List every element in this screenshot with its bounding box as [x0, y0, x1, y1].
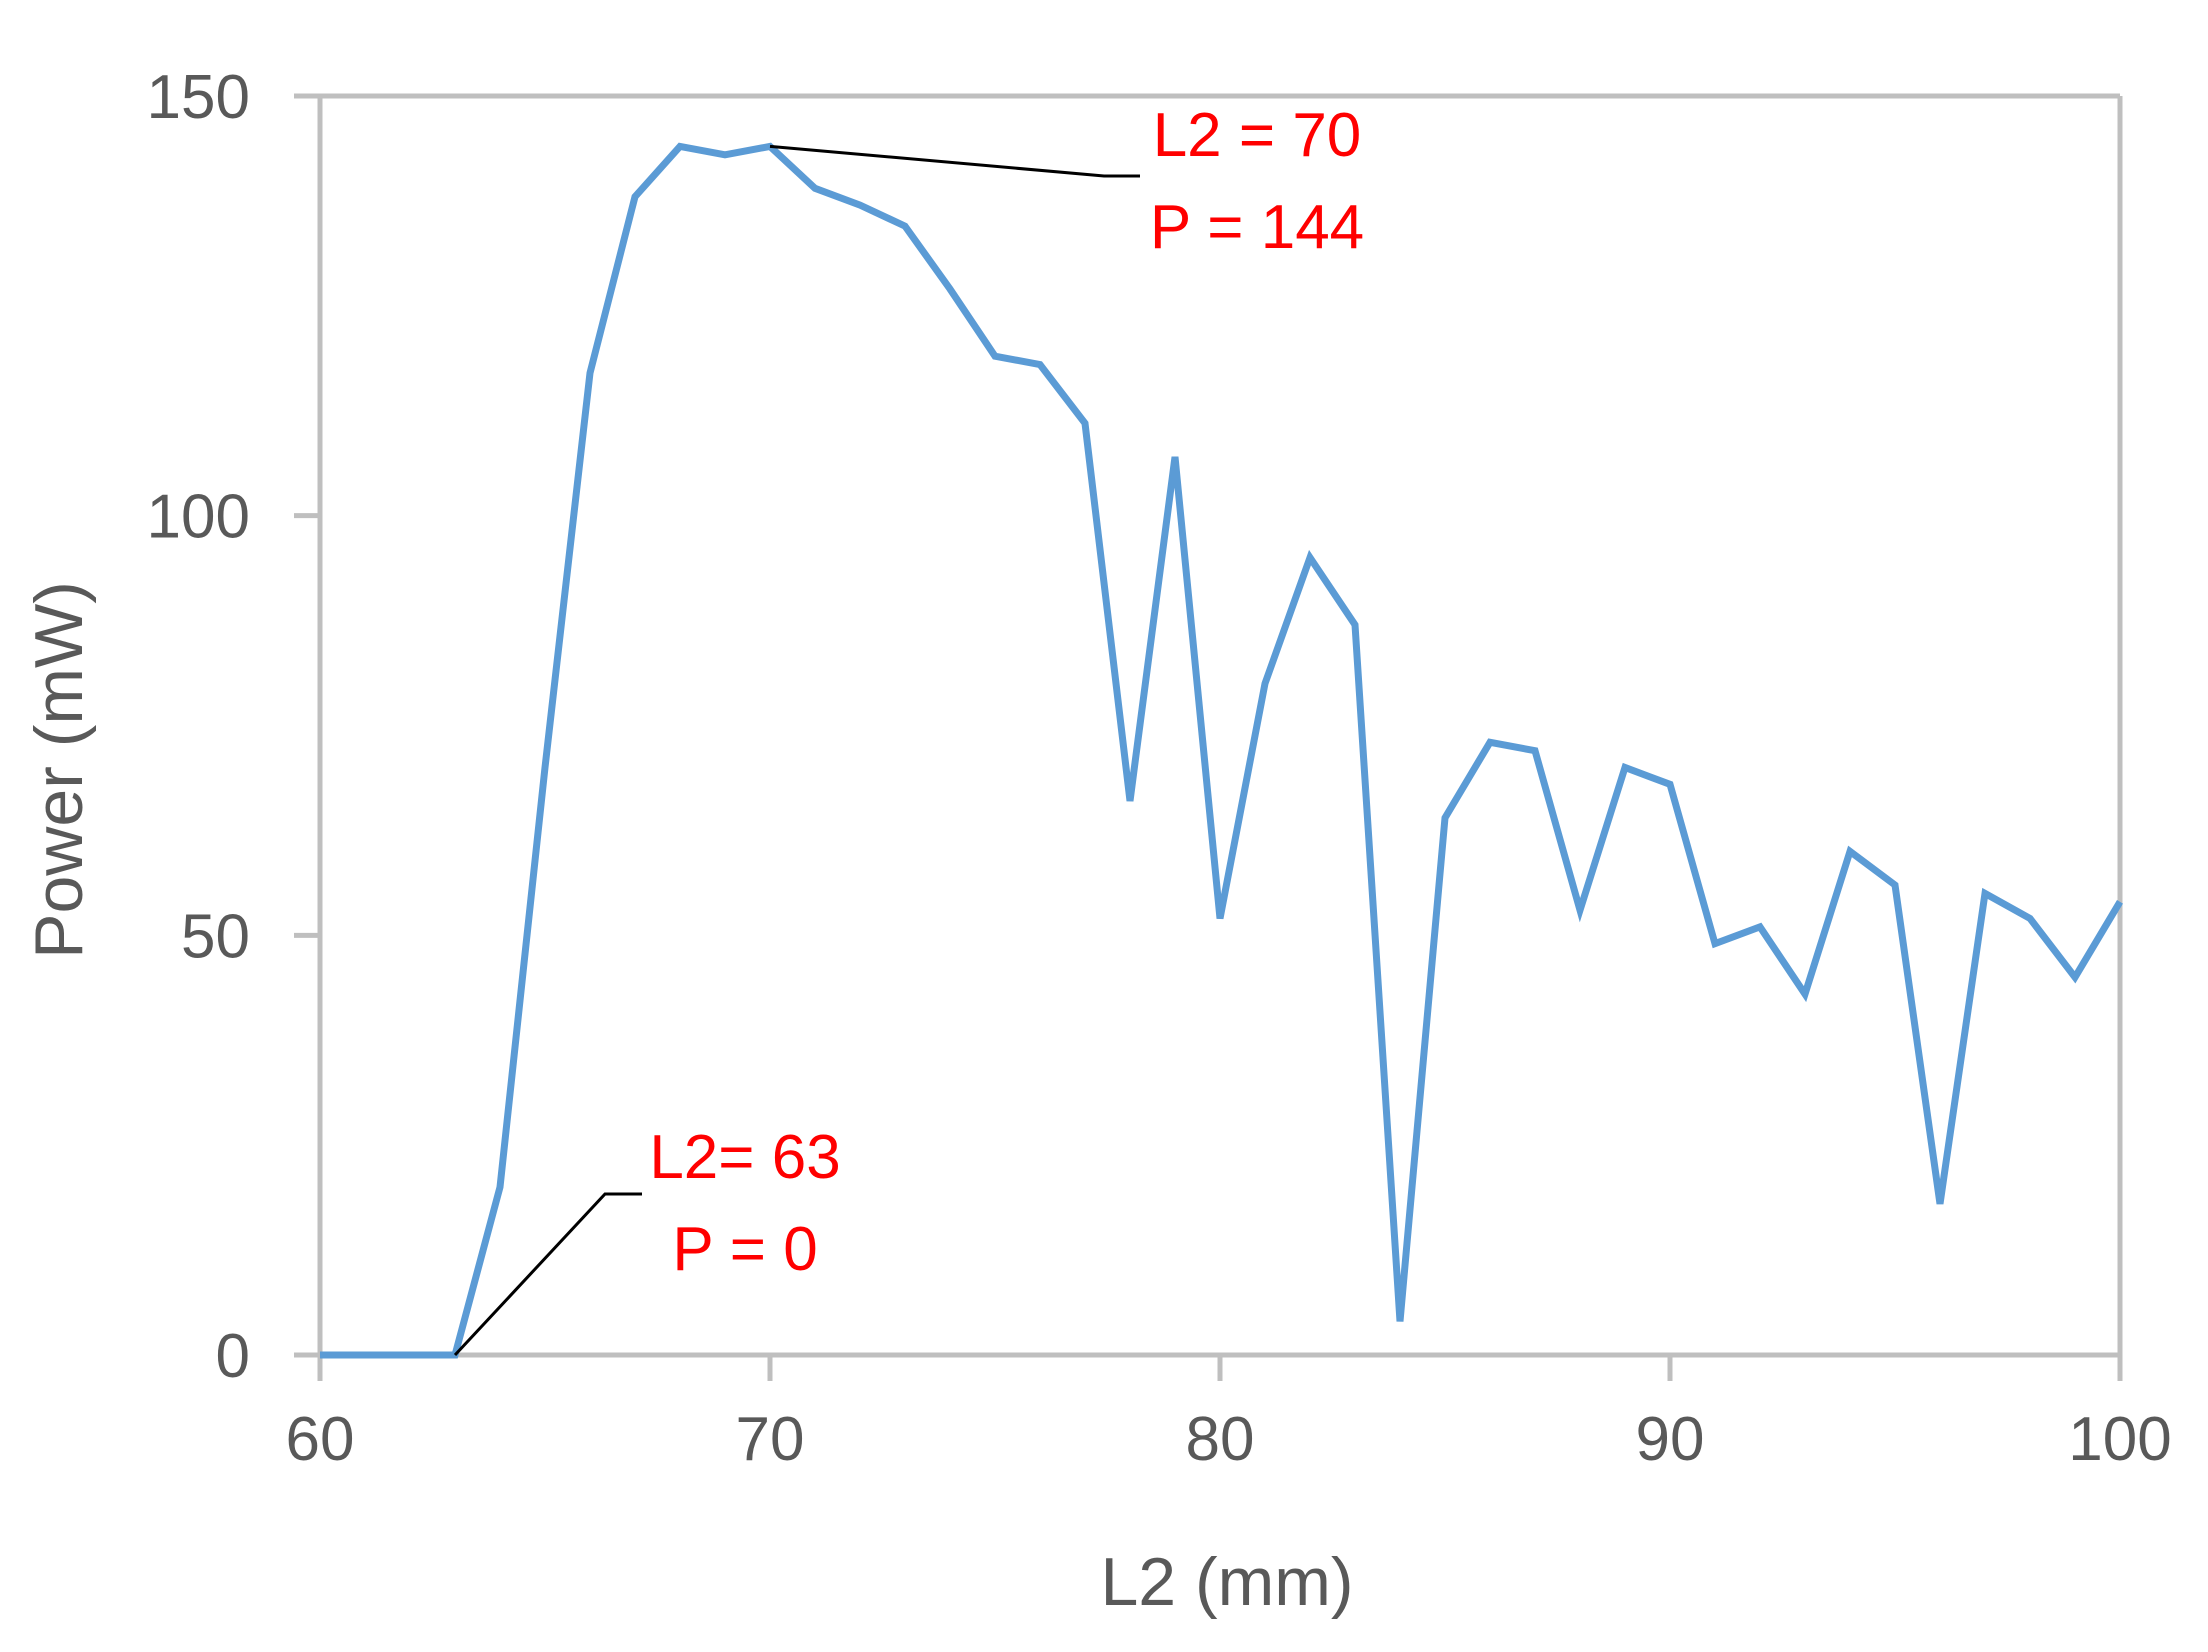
annotation-peak-power: P = 144: [1150, 193, 1364, 262]
y-axis-title: Power (mW): [21, 581, 97, 959]
leader-line-threshold: [453, 1192, 642, 1357]
x-tick-label: 100: [2068, 1405, 2171, 1474]
series-layer: [320, 142, 2124, 1359]
y-axis-ticks: 0 50 100 150: [147, 63, 320, 1391]
x-tick-label: 60: [286, 1405, 355, 1474]
x-axis-title: L2 (mm): [1100, 1544, 1353, 1620]
y-tick-label: 150: [147, 63, 250, 132]
x-tick-label: 90: [1636, 1405, 1705, 1474]
plot-frame: [317, 93, 2123, 1358]
y-tick-label: 100: [147, 483, 250, 552]
annotation-peak-l2: L2 = 70: [1153, 101, 1362, 170]
leader-line-peak: [769, 144, 1140, 178]
series-line: [320, 142, 2124, 1359]
x-tick-label: 80: [1186, 1405, 1255, 1474]
x-axis-ticks: 60 70 80 90 100: [286, 1355, 2172, 1474]
annotation-leader-lines: [453, 144, 1140, 1357]
annotation-threshold-power: P = 0: [672, 1215, 817, 1284]
x-tick-label: 70: [736, 1405, 805, 1474]
y-tick-label: 0: [216, 1322, 250, 1391]
annotation-threshold-l2: L2= 63: [649, 1123, 840, 1192]
y-tick-label: 50: [181, 902, 250, 971]
